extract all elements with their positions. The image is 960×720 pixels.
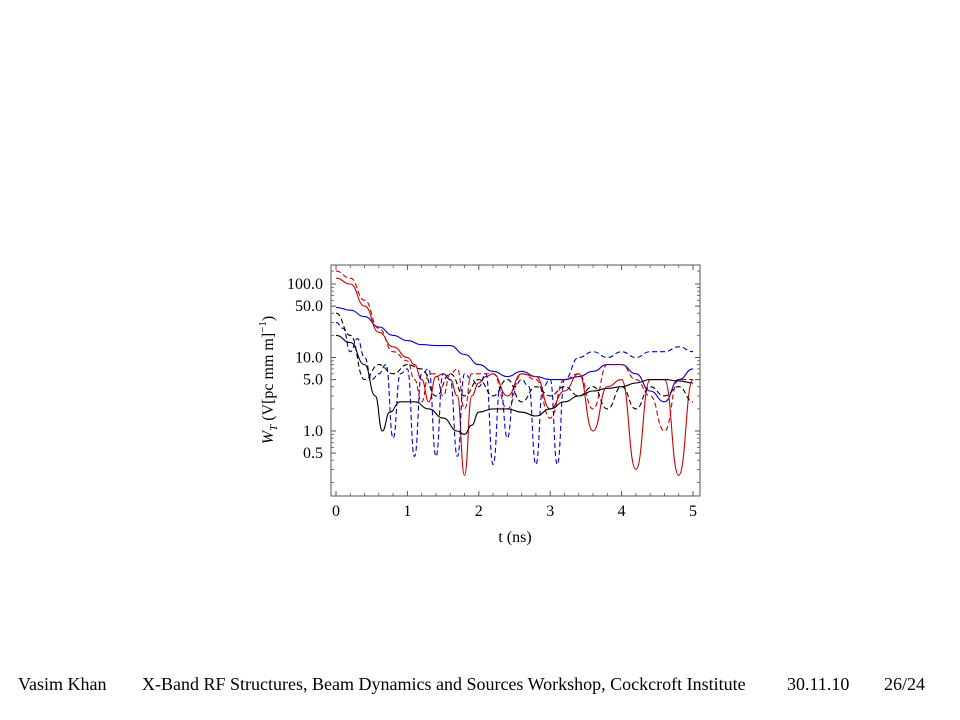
x-tick-label: 3 — [546, 503, 554, 520]
x-axis-label: t (ns) — [498, 529, 531, 546]
y-axis-label-close: ) — [260, 316, 277, 321]
y-axis-label-exp: −1 — [257, 321, 269, 333]
y-axis: 0.5 1.0 5.0 10.0 50.0 100.0 — [287, 270, 700, 483]
plot-frame — [330, 264, 701, 497]
series-line-3 — [335, 270, 693, 432]
series-line-2 — [335, 277, 694, 476]
series-line-5 — [335, 312, 694, 410]
x-axis: 0 1 2 3 4 5 — [332, 265, 697, 520]
footer-date: 30.11.10 — [787, 674, 850, 694]
x-tick-label: 0 — [332, 503, 340, 520]
y-tick-label: 0.5 — [303, 445, 323, 462]
y-tick-label: 100.0 — [287, 276, 323, 293]
footer-page: 26/24 — [884, 674, 926, 694]
series-line-6 — [335, 334, 694, 435]
y-tick-label: 1.0 — [303, 423, 323, 440]
x-tick-label: 4 — [618, 503, 626, 520]
y-axis-label-sub: T — [268, 424, 280, 431]
y-axis-label: WT (V[pc mm m]−1) — [257, 316, 280, 444]
series-layer — [335, 270, 694, 476]
series-line-4 — [335, 321, 694, 466]
footer-event: X-Band RF Structures, Beam Dynamics and … — [142, 674, 746, 694]
x-tick-label: 2 — [475, 503, 483, 520]
x-tick-label: 5 — [689, 503, 697, 520]
footer-author: Vasim Khan — [18, 674, 107, 694]
footer: Vasim Khan X-Band RF Structures, Beam Dy… — [18, 674, 938, 698]
y-axis-label-unit: (V[pc mm m] — [260, 333, 277, 425]
x-tick-label: 1 — [403, 503, 411, 520]
series-line-1 — [335, 306, 694, 403]
y-tick-label: 10.0 — [295, 350, 323, 367]
y-tick-label: 5.0 — [303, 372, 323, 389]
y-axis-label-var: W — [260, 429, 277, 444]
y-tick-label: 50.0 — [295, 298, 323, 315]
